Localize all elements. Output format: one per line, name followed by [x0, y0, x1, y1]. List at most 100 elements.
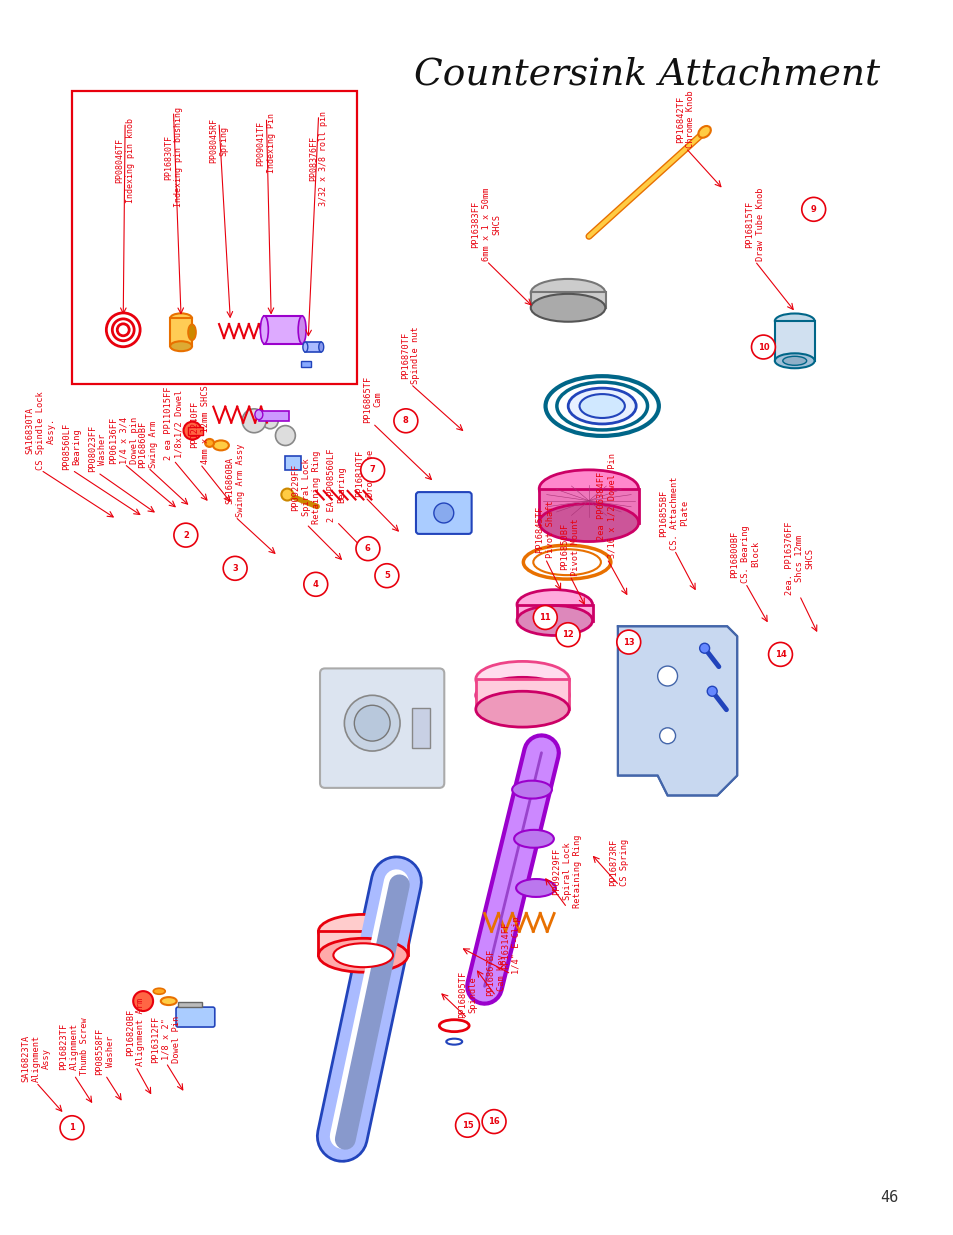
Text: PP16383FF
6mm x 1 x 50mm
SHCS: PP16383FF 6mm x 1 x 50mm SHCS [471, 188, 501, 261]
Circle shape [533, 605, 557, 630]
Text: 15: 15 [461, 1120, 473, 1130]
Text: PP08560LF
Bearing: PP08560LF Bearing [62, 422, 82, 471]
Ellipse shape [538, 469, 638, 508]
Text: PP09229FF
Spiral Lock
Retaining Ring: PP09229FF Spiral Lock Retaining Ring [552, 834, 581, 908]
Circle shape [355, 537, 379, 561]
Ellipse shape [318, 914, 408, 948]
Circle shape [801, 198, 824, 221]
Text: PP08045RF
Spring: PP08045RF Spring [209, 119, 229, 163]
Circle shape [706, 687, 717, 697]
Text: 10: 10 [757, 342, 768, 352]
Text: PP09041TF
Indexing Pin: PP09041TF Indexing Pin [256, 114, 275, 173]
Ellipse shape [530, 294, 605, 322]
Bar [285, 456, 301, 471]
Circle shape [659, 727, 675, 743]
Circle shape [699, 643, 709, 653]
Text: 2: 2 [183, 531, 189, 540]
Text: PP16805TF
Spindle: PP16805TF Spindle [457, 971, 476, 1019]
Text: PP16823TF
Alignment
Thumb Screw: PP16823TF Alignment Thumb Screw [59, 1018, 89, 1074]
Text: Countersink Attachment: Countersink Attachment [414, 57, 880, 93]
Ellipse shape [333, 944, 393, 967]
Text: 2 EA.PP08560LF
Bearing: 2 EA.PP08560LF Bearing [327, 448, 346, 521]
Text: PP16820BF
Alignment Arm: PP16820BF Alignment Arm [126, 998, 145, 1066]
Text: PP16873RF
CS Spring: PP16873RF CS Spring [609, 839, 628, 885]
Circle shape [303, 572, 327, 597]
Ellipse shape [318, 939, 408, 972]
Text: PP16855BF
CS. Attachment
Plate: PP16855BF CS. Attachment Plate [659, 477, 688, 550]
Bar [318, 931, 408, 955]
Text: SA16860BA
Swing Arm Assy: SA16860BA Swing Arm Assy [225, 443, 245, 516]
Text: PP08023FF
Washer: PP08023FF Washer [88, 425, 107, 473]
Circle shape [262, 412, 278, 429]
Text: PP16800BF
CS. Bearing
Block: PP16800BF CS. Bearing Block [730, 525, 760, 583]
Circle shape [617, 630, 640, 655]
Circle shape [434, 503, 454, 522]
Text: PP16845TF
Pivot Shaft: PP16845TF Pivot Shaft [535, 500, 555, 558]
Bar [538, 489, 638, 522]
Text: 12: 12 [561, 630, 574, 640]
Text: 2ea. PP16376FF
Shcs 12mm
SHCS: 2ea. PP16376FF Shcs 12mm SHCS [783, 522, 814, 595]
Circle shape [456, 1113, 479, 1137]
Ellipse shape [205, 438, 213, 447]
Text: 4: 4 [313, 579, 318, 589]
Text: 16: 16 [488, 1118, 499, 1126]
Text: 8: 8 [402, 416, 408, 425]
Bar [476, 679, 569, 709]
Text: PP08376FF
3/32 x 3/8 roll pin: PP08376FF 3/32 x 3/8 roll pin [309, 111, 328, 206]
Circle shape [657, 666, 677, 685]
Text: PP16815TF
Draw Tube Knob: PP16815TF Draw Tube Knob [744, 188, 763, 261]
Ellipse shape [170, 341, 192, 351]
Circle shape [375, 563, 398, 588]
Ellipse shape [476, 677, 569, 713]
Circle shape [183, 421, 201, 440]
Ellipse shape [188, 325, 195, 340]
Text: PP16842TF
Chrome Knob: PP16842TF Chrome Knob [676, 90, 695, 148]
Ellipse shape [538, 504, 638, 541]
Text: PP09229FF
Spiral Lock
Retaining Ring: PP09229FF Spiral Lock Retaining Ring [291, 451, 321, 524]
Bar [305, 342, 321, 352]
Circle shape [133, 992, 152, 1011]
Circle shape [394, 409, 417, 432]
Ellipse shape [161, 997, 176, 1005]
Ellipse shape [568, 388, 636, 424]
Text: PP16860BF
Swing Arm: PP16860BF Swing Arm [138, 420, 157, 468]
Bar [71, 91, 356, 384]
FancyBboxPatch shape [319, 668, 444, 788]
FancyBboxPatch shape [416, 492, 471, 534]
Bar [258, 411, 289, 421]
Ellipse shape [260, 316, 268, 343]
Ellipse shape [774, 353, 814, 368]
Circle shape [354, 705, 390, 741]
Bar [531, 291, 605, 308]
Circle shape [223, 557, 247, 580]
Ellipse shape [476, 662, 569, 698]
Text: 14: 14 [774, 650, 785, 659]
Text: 7: 7 [370, 466, 375, 474]
Circle shape [112, 319, 134, 341]
Text: PP08046TF
Indexing pin knob: PP08046TF Indexing pin knob [115, 119, 134, 204]
Circle shape [173, 524, 197, 547]
Text: SA16823TA
Alignment
Assy: SA16823TA Alignment Assy [21, 1035, 51, 1082]
Text: 3: 3 [232, 564, 237, 573]
Bar [517, 605, 592, 620]
Text: PP16830TF
Indexing pin bushing: PP16830TF Indexing pin bushing [164, 107, 183, 207]
Ellipse shape [213, 441, 229, 451]
Bar [774, 321, 814, 361]
Ellipse shape [514, 830, 554, 847]
Bar [178, 1003, 202, 1008]
Ellipse shape [298, 316, 306, 343]
Circle shape [360, 458, 384, 482]
Bar [412, 708, 430, 748]
Bar [301, 361, 311, 367]
Text: 9: 9 [810, 205, 816, 214]
Bar [264, 316, 302, 343]
Text: 5: 5 [383, 572, 390, 580]
Circle shape [481, 1109, 505, 1134]
Text: SA16830TA
CS Spindle Lock
Assy.: SA16830TA CS Spindle Lock Assy. [26, 391, 55, 471]
FancyBboxPatch shape [176, 1007, 214, 1028]
Text: 2ea PP06384FF
3/16 x 1/2 Dowel Pin: 2ea PP06384FF 3/16 x 1/2 Dowel Pin [597, 453, 616, 558]
Ellipse shape [517, 605, 592, 636]
Ellipse shape [512, 781, 552, 799]
Circle shape [242, 409, 266, 432]
Ellipse shape [517, 589, 592, 620]
